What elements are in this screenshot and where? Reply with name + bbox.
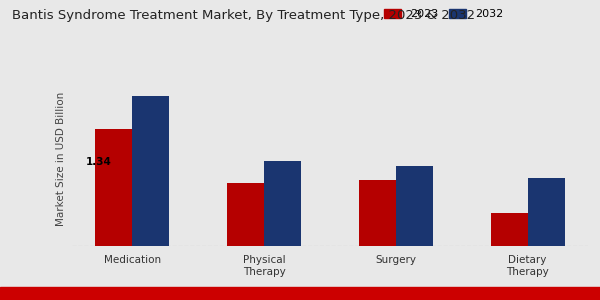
Text: 1.34: 1.34 [85,157,111,167]
Bar [396,166,433,246]
Bar [133,96,169,246]
Bar [491,213,527,246]
Y-axis label: Market Size in USD Billion: Market Size in USD Billion [56,92,67,226]
Text: Bantis Syndrome Treatment Market, By Treatment Type, 2023 & 2032: Bantis Syndrome Treatment Market, By Tre… [12,9,475,22]
Bar [264,161,301,246]
Bar [527,178,565,246]
Bar [359,180,396,246]
Bar [227,183,264,246]
Bar [95,129,133,246]
Legend: 2023, 2032: 2023, 2032 [380,4,508,24]
